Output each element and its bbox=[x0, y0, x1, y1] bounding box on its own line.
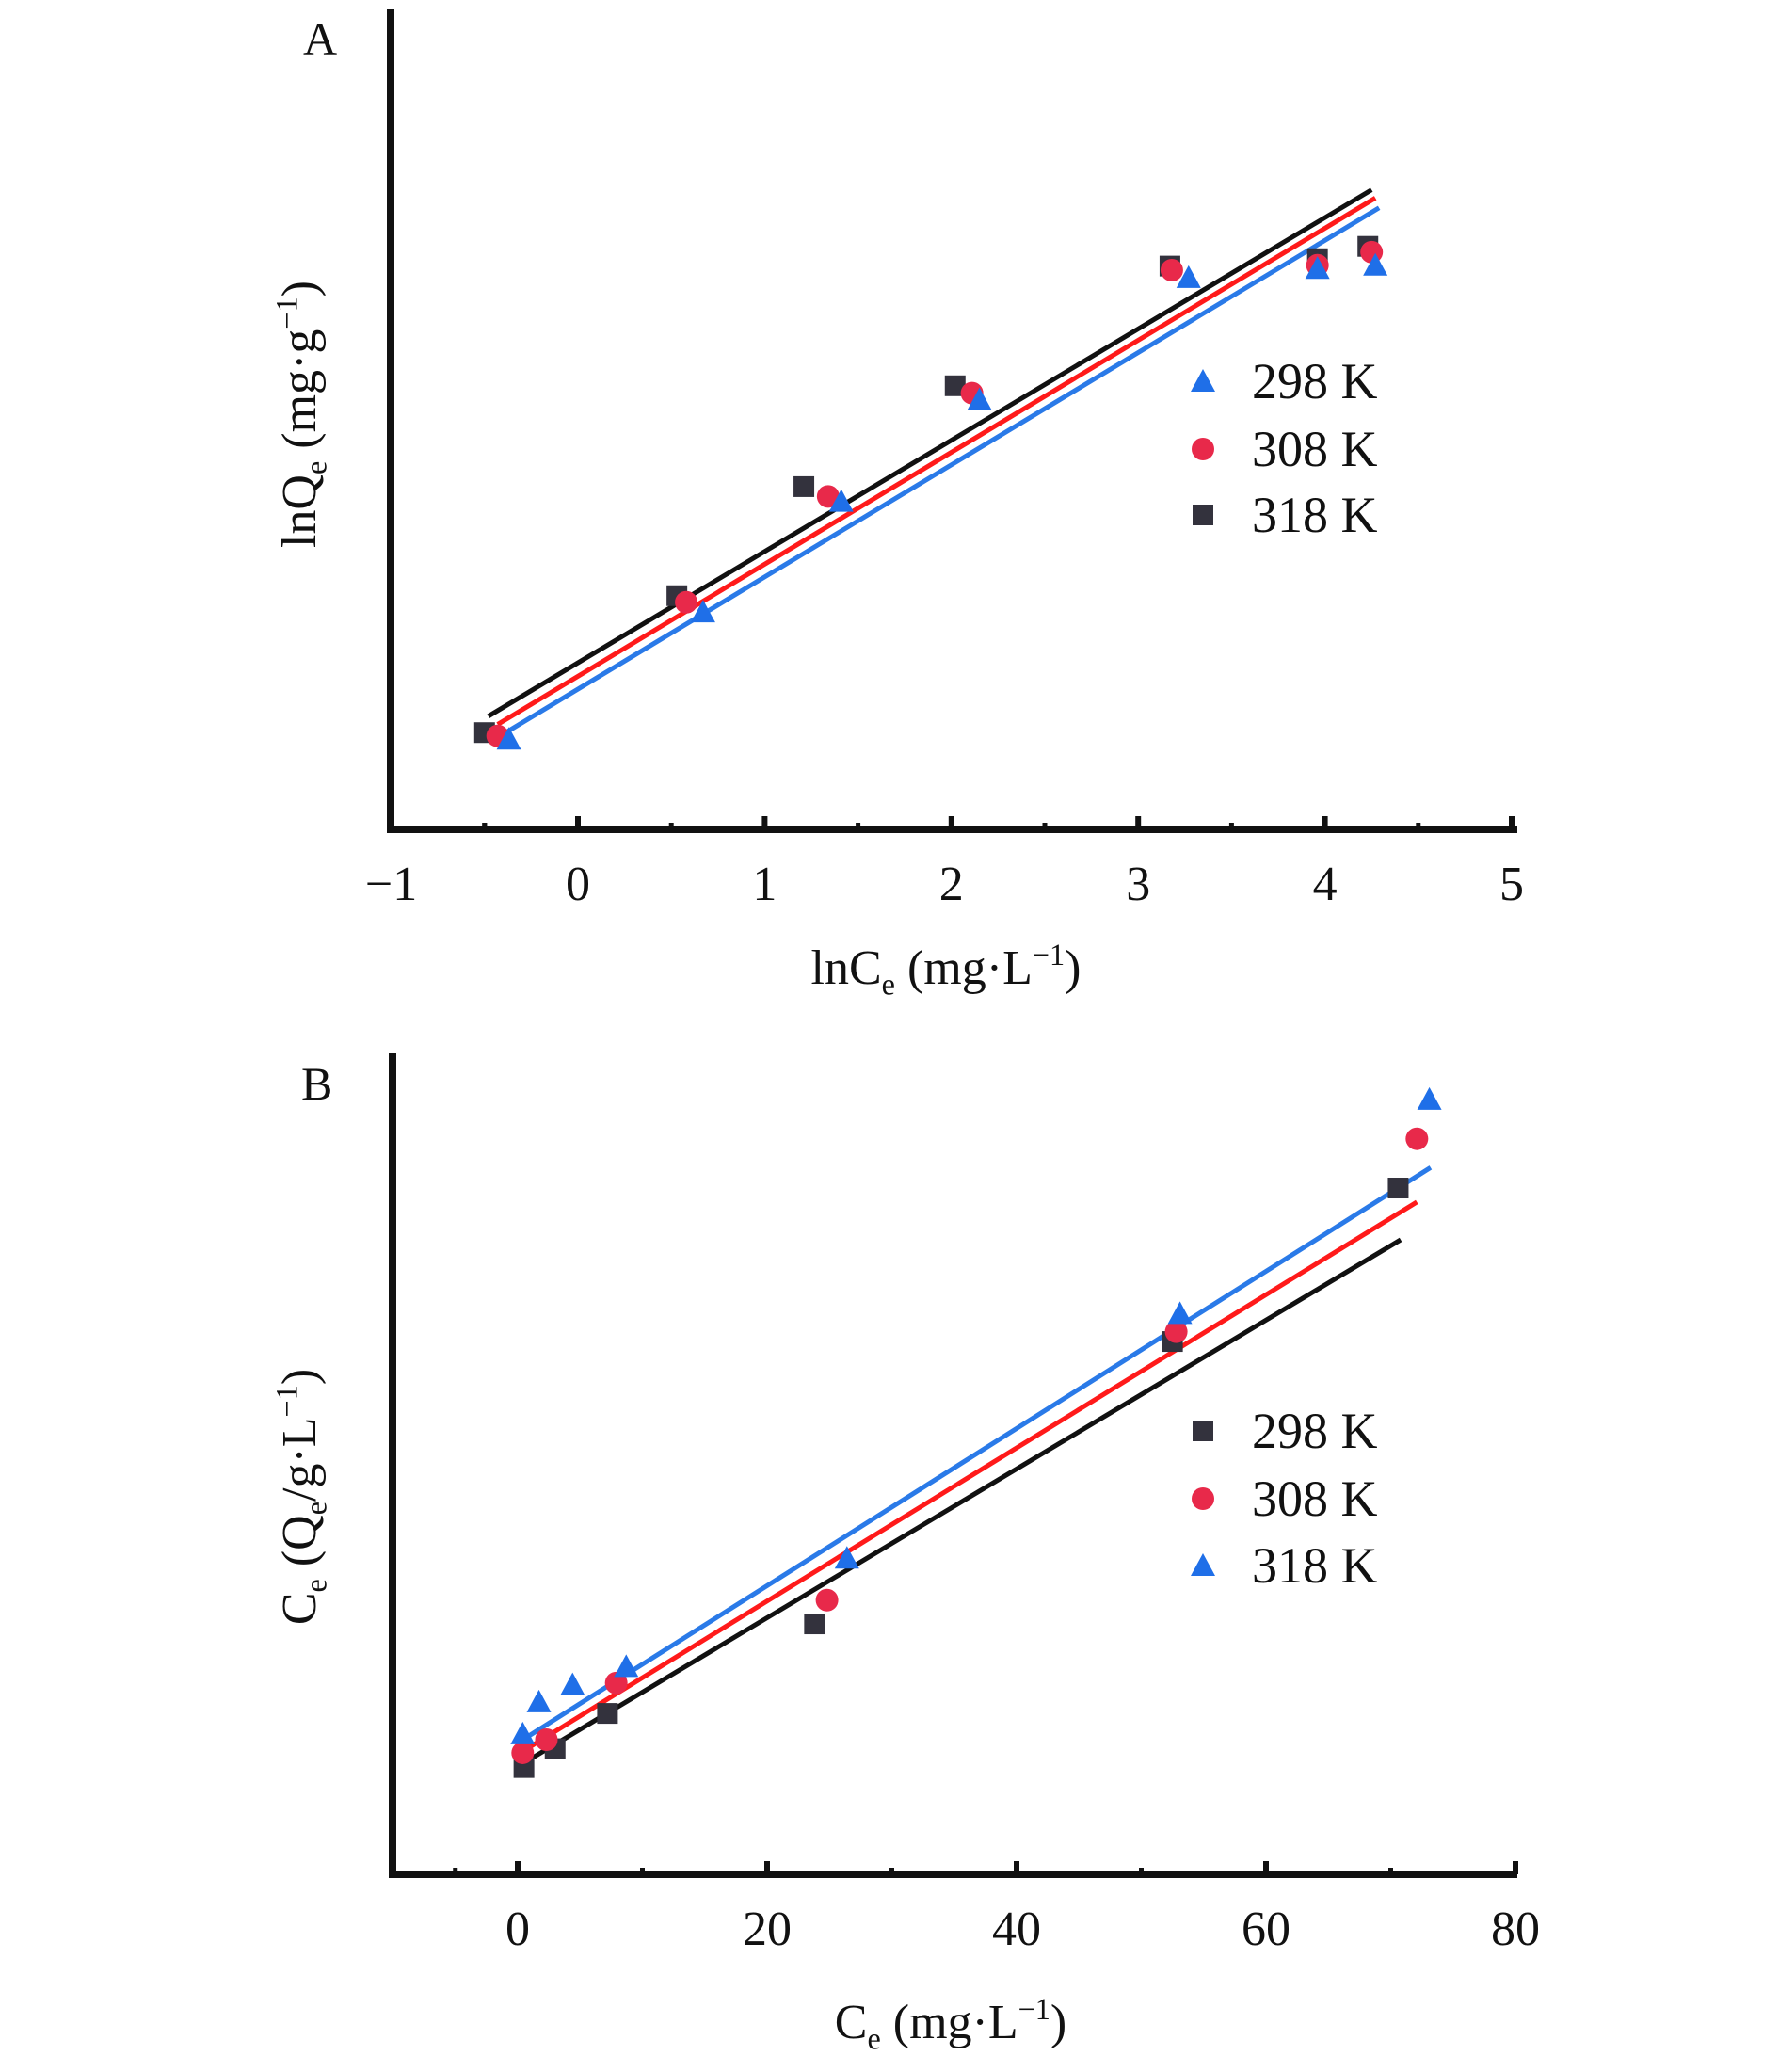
fit-line-308k bbox=[519, 1199, 1418, 1756]
panel-a-legend: 298 K 308 K 318 K bbox=[1191, 353, 1378, 543]
legend-label: 298 K bbox=[1252, 1403, 1378, 1459]
data-point-298k bbox=[1363, 252, 1388, 276]
legend-marker-circle-icon bbox=[1192, 1487, 1214, 1510]
panel-b-x-axis-label: Ce (mg·L−1) bbox=[835, 1992, 1066, 2055]
fit-line-318k bbox=[487, 187, 1373, 718]
fit-line-298k bbox=[519, 1237, 1402, 1768]
fit-line-318k bbox=[519, 1165, 1433, 1743]
data-point-318k bbox=[834, 1546, 859, 1569]
panel-b-legend: 298 K 308 K 318 K bbox=[1191, 1403, 1378, 1594]
data-point-298k bbox=[1387, 1178, 1409, 1199]
data-point-298k bbox=[496, 727, 521, 750]
data-point-308k bbox=[815, 1588, 839, 1612]
legend-marker-square-icon bbox=[1193, 505, 1213, 525]
legend-marker-triangle-icon bbox=[1191, 1553, 1215, 1576]
x-tick-label: 1 bbox=[752, 858, 777, 911]
legend-label: 318 K bbox=[1252, 487, 1378, 543]
panel-a-fit-lines bbox=[487, 187, 1381, 734]
legend-label: 308 K bbox=[1252, 1470, 1378, 1527]
x-tick-label: 2 bbox=[939, 858, 964, 911]
panel-a: A −1 0 1 2 3 4 5 298 K 308 K 318 K lnCe (mg·L−1)… bbox=[269, 9, 1524, 1001]
x-tick-label: 80 bbox=[1491, 1903, 1540, 1956]
fit-line-308k bbox=[496, 196, 1377, 727]
panel-b-points bbox=[510, 1086, 1442, 1778]
data-point-318k bbox=[793, 475, 815, 497]
data-point-318k bbox=[1417, 1086, 1442, 1110]
data-point-308k bbox=[1160, 258, 1183, 281]
data-point-308k bbox=[816, 485, 840, 508]
panel-b-y-axis-label: Ce (Qe/g·L−1) bbox=[269, 1369, 332, 1625]
panel-a-y-axis-label: lnQe (mg·g−1) bbox=[269, 281, 332, 548]
data-point-318k bbox=[560, 1672, 585, 1695]
data-point-308k bbox=[1405, 1127, 1429, 1150]
panel-a-label: A bbox=[303, 12, 337, 65]
data-point-298k bbox=[597, 1703, 618, 1725]
x-tick-label: 0 bbox=[566, 858, 590, 911]
data-point-308k bbox=[535, 1727, 558, 1751]
legend-marker-square-icon bbox=[1193, 1421, 1213, 1441]
panel-a-x-axis-label: lnCe (mg·L−1) bbox=[811, 938, 1082, 1001]
x-tick-label: 5 bbox=[1499, 858, 1524, 911]
data-point-308k bbox=[604, 1671, 628, 1695]
fit-line-298k bbox=[505, 205, 1381, 734]
x-tick-label: −1 bbox=[365, 858, 417, 911]
x-tick-label: 40 bbox=[992, 1903, 1041, 1956]
panel-b-label: B bbox=[301, 1057, 332, 1110]
x-tick-label: 20 bbox=[743, 1903, 792, 1956]
panel-a-points bbox=[473, 235, 1388, 750]
data-point-318k bbox=[944, 375, 966, 396]
data-point-298k bbox=[1176, 265, 1201, 288]
legend-marker-circle-icon bbox=[1192, 438, 1214, 460]
data-point-308k bbox=[1164, 1320, 1188, 1343]
panel-a-axes: −1 0 1 2 3 4 5 bbox=[365, 9, 1524, 911]
legend-label: 308 K bbox=[1252, 421, 1378, 477]
data-point-298k bbox=[967, 387, 992, 410]
data-point-318k bbox=[614, 1654, 639, 1678]
x-tick-label: 60 bbox=[1242, 1903, 1290, 1956]
panel-b-fit-lines bbox=[519, 1165, 1433, 1768]
data-point-298k bbox=[690, 600, 715, 623]
data-point-308k bbox=[511, 1741, 535, 1764]
data-point-298k bbox=[1305, 256, 1330, 280]
legend-label: 298 K bbox=[1252, 353, 1378, 410]
data-point-318k bbox=[526, 1689, 552, 1712]
data-point-308k bbox=[675, 590, 698, 614]
panel-b-axes: 0 20 40 60 80 bbox=[389, 1053, 1540, 1956]
data-point-298k bbox=[828, 489, 854, 512]
data-point-298k bbox=[804, 1614, 825, 1635]
x-tick-label: 4 bbox=[1313, 858, 1338, 911]
legend-marker-triangle-icon bbox=[1191, 369, 1215, 392]
data-point-318k bbox=[1167, 1301, 1193, 1325]
data-point-318k bbox=[510, 1721, 536, 1744]
x-tick-label: 3 bbox=[1126, 858, 1150, 911]
x-tick-label: 0 bbox=[505, 1903, 530, 1956]
legend-label: 318 K bbox=[1252, 1537, 1378, 1594]
